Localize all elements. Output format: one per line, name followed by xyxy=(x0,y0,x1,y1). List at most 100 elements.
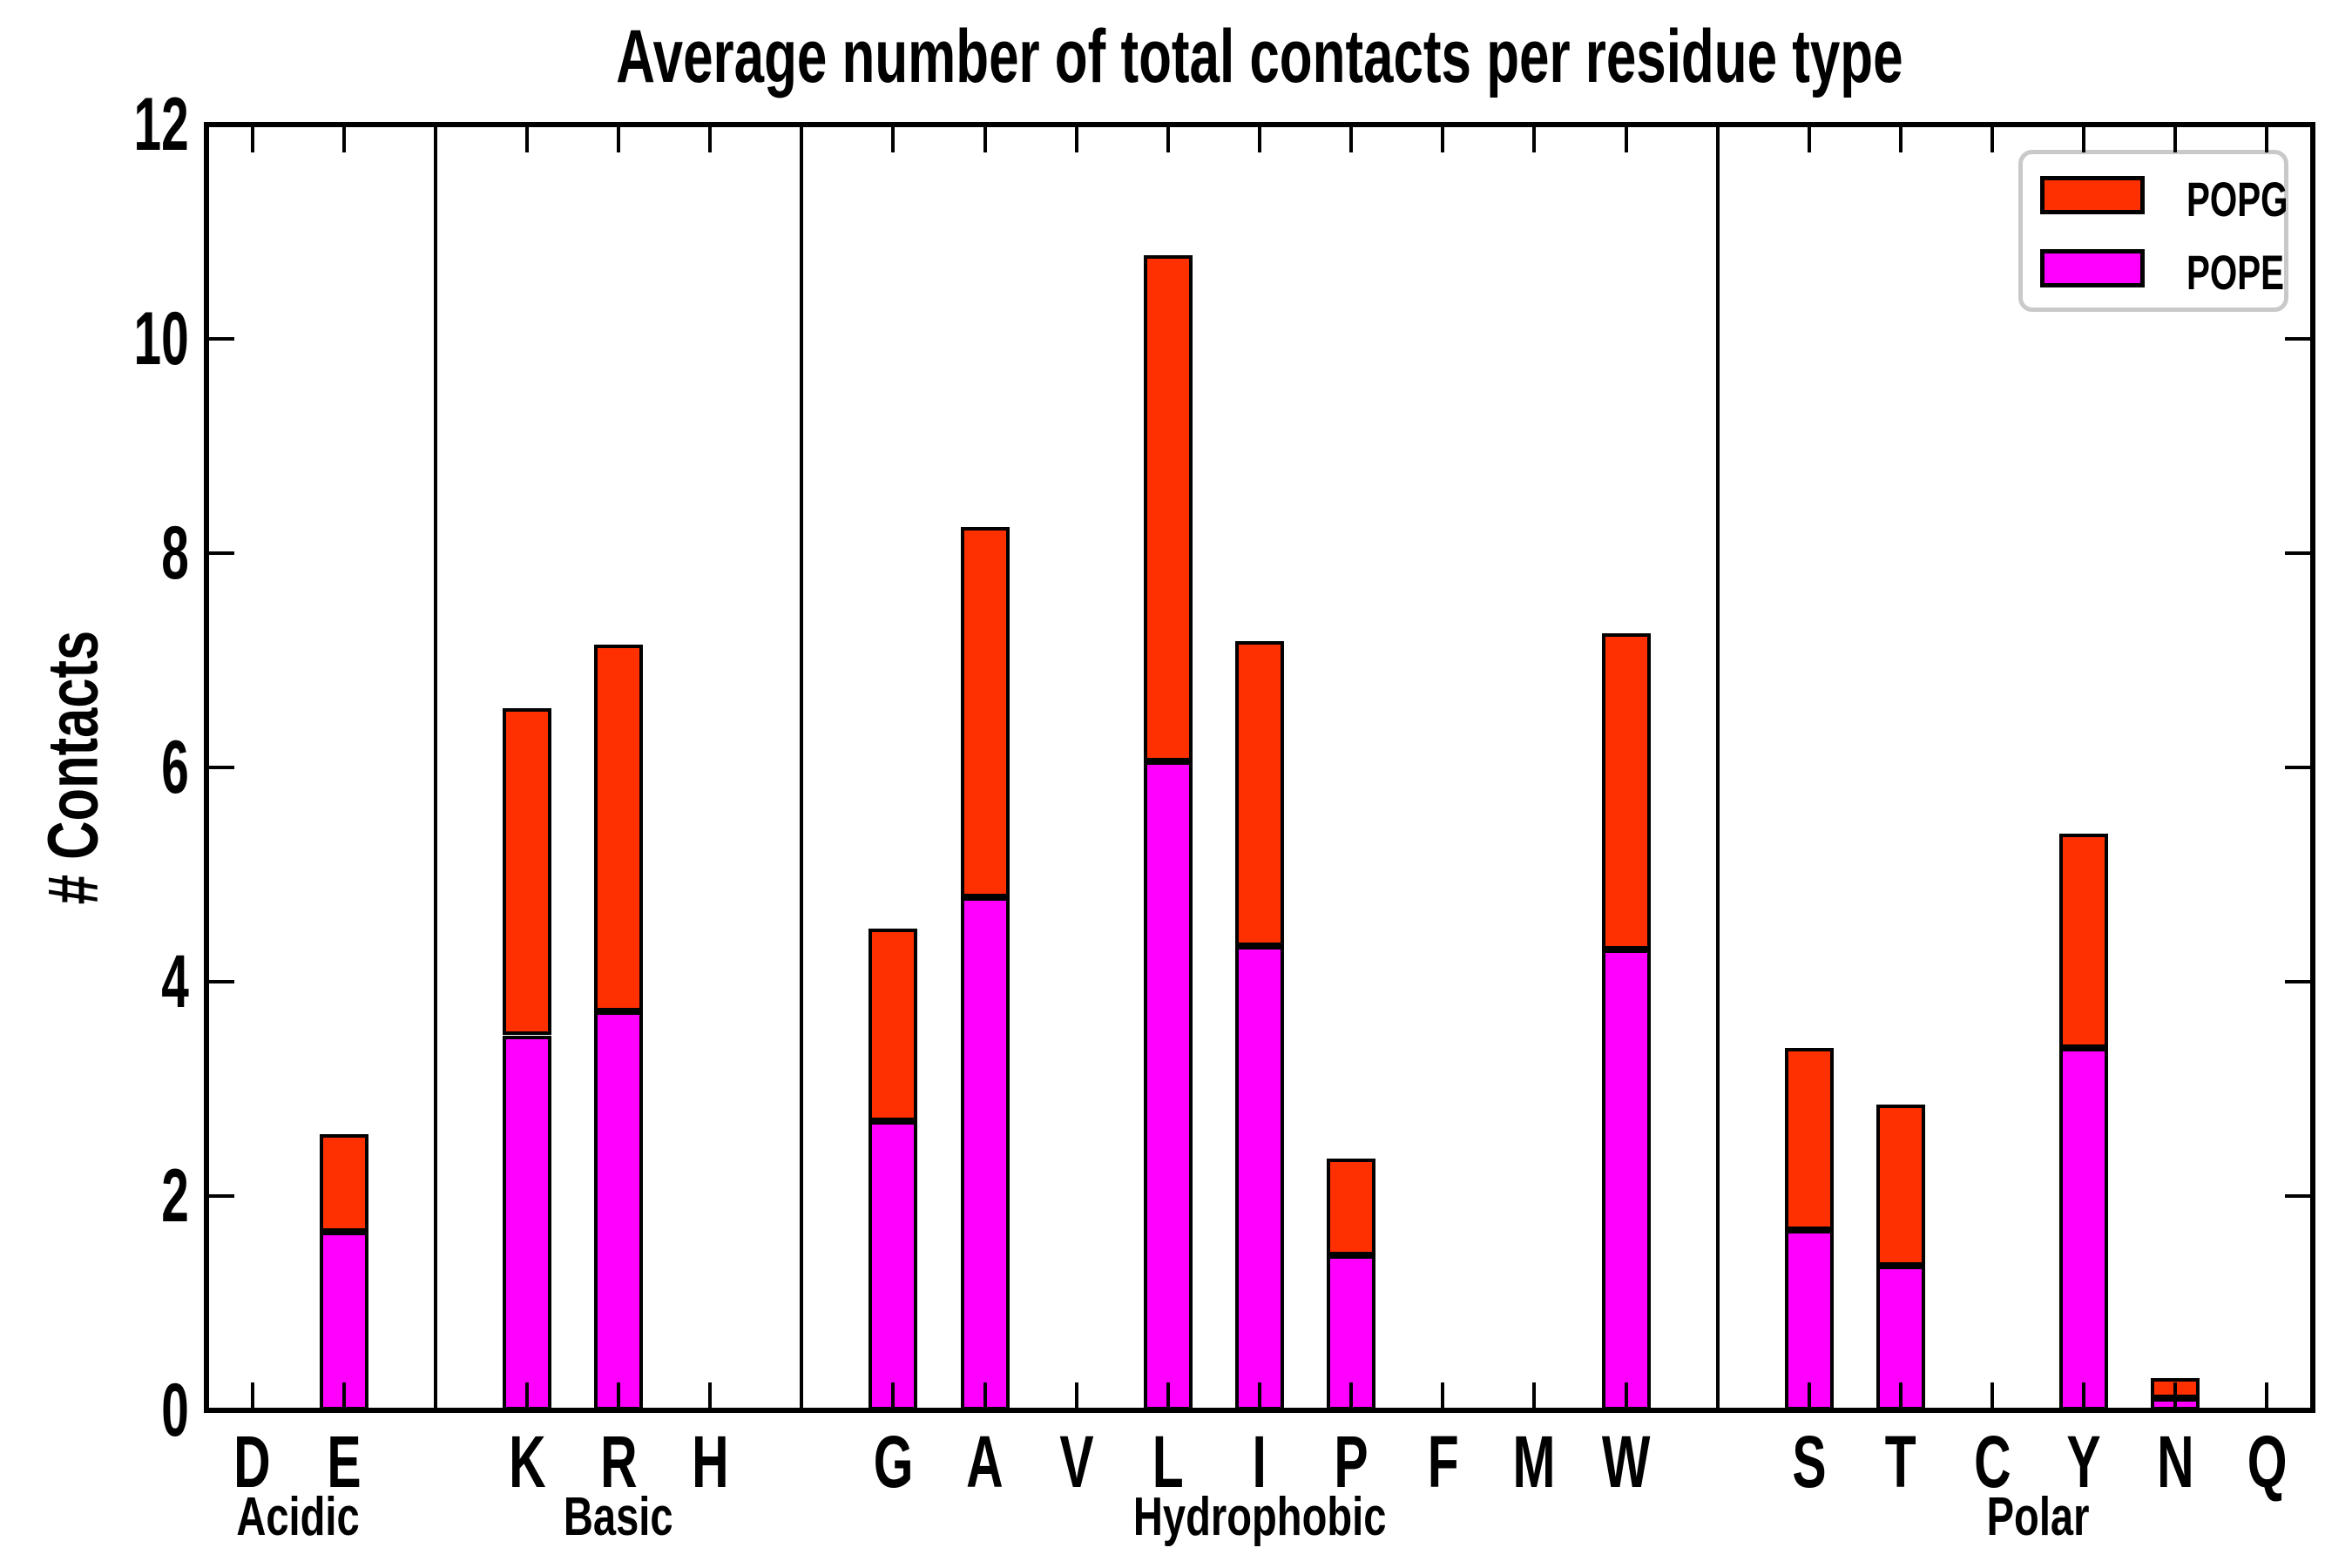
group-label-polar: Polar xyxy=(1986,1487,2090,1547)
x-tick-top-V xyxy=(1074,125,1078,152)
bar-W-pope-segment xyxy=(1601,950,1651,1410)
x-tick-bottom-G xyxy=(891,1382,896,1410)
y-tick-left-10 xyxy=(206,337,234,341)
y-tick-left-4 xyxy=(206,980,234,983)
x-label-D: D xyxy=(233,1421,271,1503)
legend-row-pope: POPE xyxy=(2023,245,2284,300)
bar-E-popg-segment xyxy=(319,1133,368,1232)
y-tick-label-4: 4 xyxy=(161,940,189,1024)
x-tick-top-T xyxy=(1898,125,1903,152)
x-tick-top-D xyxy=(250,125,254,152)
x-label-K: K xyxy=(508,1421,546,1503)
bar-R-pope-segment xyxy=(594,1011,644,1410)
x-tick-bottom-P xyxy=(1349,1382,1354,1410)
x-tick-bottom-C xyxy=(1990,1382,1995,1410)
x-tick-top-S xyxy=(1807,125,1811,152)
x-label-Y: Y xyxy=(2066,1421,2101,1503)
x-tick-top-C xyxy=(1990,125,1995,152)
bar-Y-pope-segment xyxy=(2059,1048,2109,1410)
x-label-G: G xyxy=(873,1421,914,1503)
bar-K-popg-segment xyxy=(502,708,551,1036)
x-label-T: T xyxy=(1884,1421,1916,1503)
x-tick-top-I xyxy=(1258,125,1261,152)
bar-W-popg-segment xyxy=(1601,633,1651,950)
x-tick-top-M xyxy=(1532,125,1537,152)
x-tick-bottom-F xyxy=(1441,1382,1445,1410)
x-tick-top-H xyxy=(708,125,713,152)
x-tick-bottom-Q xyxy=(2265,1382,2269,1410)
section-divider xyxy=(800,125,804,1410)
section-divider xyxy=(433,125,437,1410)
axis-bottom xyxy=(204,1408,2315,1413)
x-tick-bottom-T xyxy=(1898,1382,1903,1410)
y-tick-label-2: 2 xyxy=(161,1154,189,1238)
y-tick-label-0: 0 xyxy=(161,1369,189,1452)
group-label-acidic: Acidic xyxy=(236,1487,360,1547)
y-tick-right-4 xyxy=(2285,980,2313,983)
x-tick-top-G xyxy=(891,125,896,152)
x-tick-top-Q xyxy=(2265,125,2269,152)
x-tick-top-N xyxy=(2173,125,2178,152)
x-tick-bottom-W xyxy=(1624,1382,1628,1410)
legend-label-pope: POPE xyxy=(2186,245,2285,300)
section-divider xyxy=(1715,125,1720,1410)
bar-S-popg-segment xyxy=(1784,1048,1834,1231)
axis-top xyxy=(204,122,2315,127)
y-tick-label-8: 8 xyxy=(161,511,189,595)
x-tick-bottom-M xyxy=(1532,1382,1537,1410)
x-tick-top-E xyxy=(341,125,346,152)
y-tick-left-2 xyxy=(206,1194,234,1198)
x-label-H: H xyxy=(691,1421,729,1503)
x-tick-top-F xyxy=(1441,125,1445,152)
bar-P-popg-segment xyxy=(1327,1158,1376,1255)
legend: POPG POPE xyxy=(2018,150,2288,312)
x-tick-bottom-D xyxy=(250,1382,254,1410)
y-tick-label-6: 6 xyxy=(161,726,189,809)
x-tick-bottom-I xyxy=(1258,1382,1261,1410)
x-label-F: F xyxy=(1427,1421,1459,1503)
bar-R-popg-segment xyxy=(594,644,644,1012)
y-tick-right-8 xyxy=(2285,551,2313,555)
x-label-P: P xyxy=(1334,1421,1369,1503)
bar-G-pope-segment xyxy=(868,1120,918,1410)
x-tick-bottom-Y xyxy=(2082,1382,2086,1410)
bar-S-pope-segment xyxy=(1784,1230,1834,1410)
bar-Y-popg-segment xyxy=(2059,834,2109,1049)
x-tick-top-L xyxy=(1166,125,1170,152)
x-label-I: I xyxy=(1252,1421,1267,1503)
axis-right xyxy=(2310,122,2315,1413)
x-tick-top-Y xyxy=(2082,125,2086,152)
x-tick-bottom-S xyxy=(1807,1382,1811,1410)
x-label-L: L xyxy=(1152,1421,1184,1503)
x-label-S: S xyxy=(1792,1421,1827,1503)
x-tick-bottom-V xyxy=(1074,1382,1078,1410)
y-tick-right-2 xyxy=(2285,1194,2313,1198)
x-label-Q: Q xyxy=(2247,1421,2288,1503)
x-label-R: R xyxy=(599,1421,638,1503)
y-tick-label-12: 12 xyxy=(133,83,189,166)
bar-E-pope-segment xyxy=(319,1231,368,1410)
x-tick-top-R xyxy=(617,125,621,152)
y-tick-right-6 xyxy=(2285,766,2313,769)
y-tick-left-8 xyxy=(206,551,234,555)
x-tick-bottom-H xyxy=(708,1382,713,1410)
x-label-E: E xyxy=(327,1421,362,1503)
x-tick-top-K xyxy=(524,125,529,152)
chart-title: Average number of total contacts per res… xyxy=(616,14,1903,98)
bar-A-popg-segment xyxy=(960,527,1010,897)
x-tick-top-P xyxy=(1349,125,1354,152)
x-label-N: N xyxy=(2157,1421,2194,1503)
bar-K-pope-segment xyxy=(502,1035,551,1410)
x-label-C: C xyxy=(1973,1421,2011,1503)
bar-G-popg-segment xyxy=(868,928,918,1121)
x-tick-bottom-E xyxy=(341,1382,346,1410)
y-tick-label-10: 10 xyxy=(133,297,189,381)
axis-left xyxy=(204,122,209,1413)
bar-L-popg-segment xyxy=(1143,255,1193,761)
legend-row-popg: POPG xyxy=(2023,172,2288,226)
x-label-M: M xyxy=(1512,1421,1556,1503)
bar-T-popg-segment xyxy=(1876,1105,1925,1266)
x-label-V: V xyxy=(1059,1421,1094,1503)
